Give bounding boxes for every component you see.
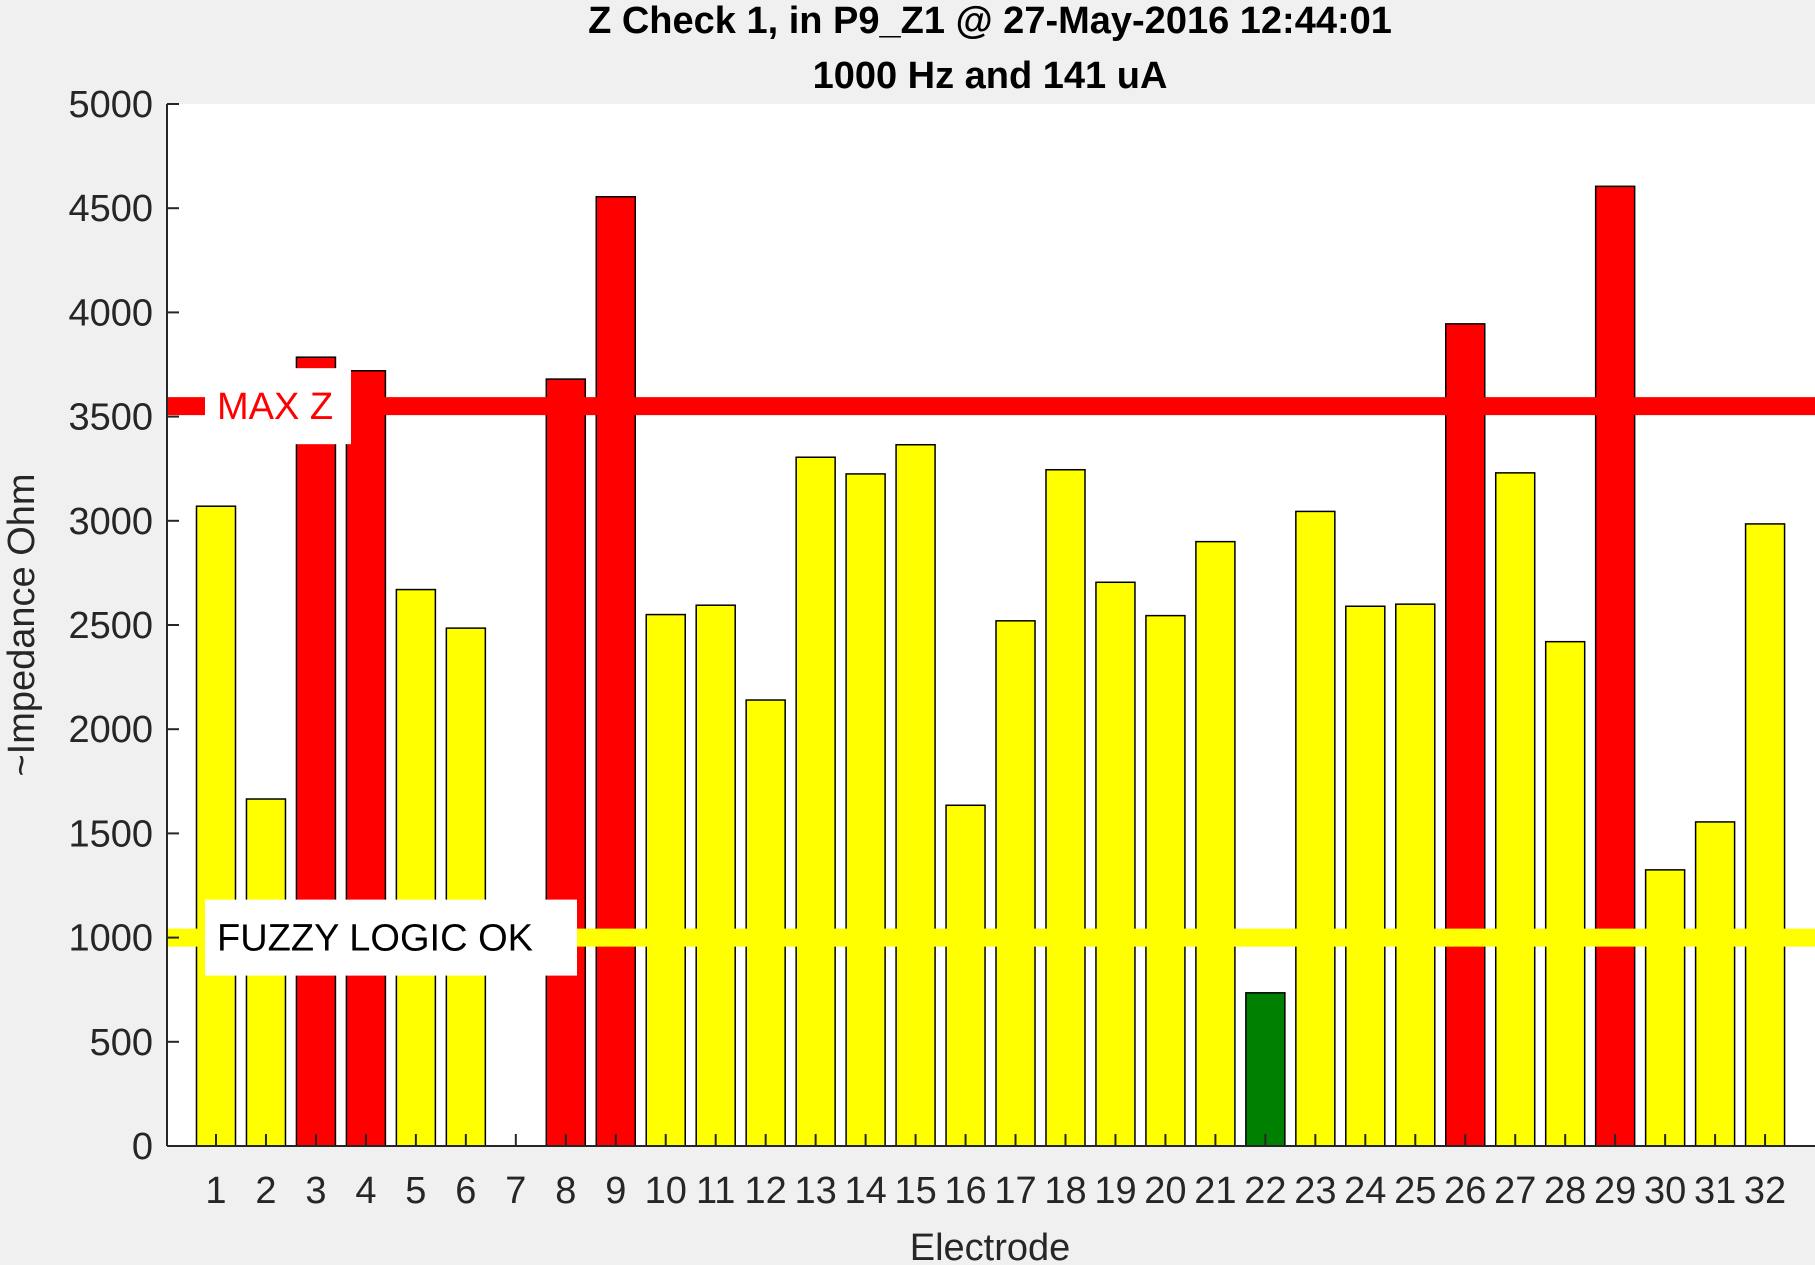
- chart-subtitle: 1000 Hz and 141 uA: [813, 55, 1168, 97]
- y-axis-label: ~Impedance Ohm: [1, 473, 43, 776]
- bar-electrode-21: [1195, 540, 1236, 1147]
- bar-electrode-23: [1295, 510, 1336, 1147]
- x-tick-label: 5: [405, 1170, 426, 1212]
- x-tick-label: 19: [1094, 1170, 1136, 1212]
- bar-electrode-28: [1544, 640, 1586, 1147]
- x-tick-label: 20: [1144, 1170, 1186, 1212]
- x-tick-label: 15: [894, 1170, 936, 1212]
- bar-electrode-31: [1694, 821, 1736, 1147]
- max-z-label-box: [205, 368, 351, 445]
- x-tick-label: 21: [1194, 1170, 1236, 1212]
- bar-electrode-29: [1594, 185, 1636, 1147]
- bar-electrode-8: [545, 378, 587, 1147]
- bar-electrode-25: [1395, 603, 1436, 1147]
- bar-electrode-10: [645, 613, 686, 1147]
- x-tick-label: 23: [1294, 1170, 1336, 1212]
- bar-electrode-26: [1445, 323, 1486, 1147]
- bar-electrode-3: [295, 356, 337, 1147]
- y-axis: 0 500 1000 1500 2000 2500 3000 3500 4000 4500 5000: [68, 84, 179, 1168]
- x-tick-label: 27: [1494, 1170, 1536, 1212]
- x-tick-label: 11: [696, 1170, 735, 1212]
- bar-electrode-17: [995, 620, 1036, 1147]
- x-tick-label: 8: [555, 1170, 576, 1212]
- bar-electrode-16: [945, 804, 986, 1147]
- x-tick-label: 31: [1694, 1170, 1736, 1212]
- x-tick-label: 13: [794, 1170, 836, 1212]
- bar-electrode-32: [1744, 523, 1786, 1147]
- x-tick-label: 18: [1044, 1170, 1086, 1212]
- bar-electrode-19: [1095, 581, 1136, 1147]
- bar-electrode-24: [1345, 605, 1386, 1147]
- y-tick-label: 2000: [68, 709, 153, 751]
- bar-electrode-11: [695, 604, 736, 1147]
- x-tick-label: 16: [944, 1170, 986, 1212]
- x-tick-label: 28: [1544, 1170, 1586, 1212]
- bar-electrode-27: [1494, 472, 1536, 1147]
- bar-electrode-5: [395, 588, 437, 1147]
- bar-electrode-12: [745, 699, 786, 1147]
- x-tick-label: 3: [305, 1170, 326, 1212]
- y-tick-label: 3500: [68, 397, 153, 439]
- x-tick-label: 32: [1744, 1170, 1786, 1212]
- chart-title: Z Check 1, in P9_Z1 @ 27-May-2016 12:44:…: [588, 0, 1392, 42]
- x-tick-label: 17: [994, 1170, 1036, 1212]
- bar-electrode-9: [595, 195, 637, 1147]
- bar-electrode-6: [445, 627, 487, 1147]
- reference-lines: MAX Z FUZZY LOGIC OK: [167, 368, 1815, 976]
- x-axis-label: Electrode: [910, 1227, 1071, 1265]
- y-tick-label: 5000: [68, 84, 153, 126]
- y-tick-label: 4500: [68, 188, 153, 230]
- bar-electrode-20: [1145, 614, 1186, 1147]
- bar-series: [195, 185, 1786, 1147]
- y-tick-label: 4000: [68, 292, 153, 334]
- x-tick-label: 12: [745, 1170, 787, 1212]
- y-tick-label: 1000: [68, 918, 153, 960]
- x-tick-label: 4: [355, 1170, 376, 1212]
- fuzzy-logic-ok-label-box: [205, 899, 577, 976]
- x-tick-label: 29: [1594, 1170, 1636, 1212]
- y-tick-label: 1500: [68, 813, 153, 855]
- x-tick-label: 30: [1644, 1170, 1686, 1212]
- x-tick-label: 9: [605, 1170, 626, 1212]
- bar-electrode-14: [845, 473, 886, 1147]
- x-tick-label: 22: [1244, 1170, 1286, 1212]
- x-tick-label: 6: [455, 1170, 476, 1212]
- x-tick-label: 10: [645, 1170, 687, 1212]
- bar-electrode-15: [895, 443, 936, 1147]
- x-tick-label: 14: [844, 1170, 886, 1212]
- x-tick-label: 24: [1344, 1170, 1386, 1212]
- y-tick-label: 0: [132, 1126, 153, 1168]
- fuzzy-logic-ok-label: FUZZY LOGIC OK: [217, 918, 533, 960]
- x-axis: 1 2 3 4 5 6 7 8 9 10 11 12 13 14 15 16 17 18 19 20 21 22 23 24 2…: [167, 1134, 1815, 1212]
- x-tick-label: 2: [255, 1170, 276, 1212]
- bar-electrode-1: [195, 505, 237, 1147]
- y-tick-label: 3000: [68, 501, 153, 543]
- y-tick-label: 500: [90, 1022, 153, 1064]
- x-tick-label: 1: [205, 1170, 226, 1212]
- bar-electrode-13: [795, 456, 836, 1147]
- bar-electrode-4: [345, 370, 387, 1147]
- x-tick-label: 25: [1394, 1170, 1436, 1212]
- x-tick-label: 26: [1444, 1170, 1486, 1212]
- max-z-label: MAX Z: [217, 386, 333, 428]
- bar-electrode-22: [1245, 992, 1286, 1147]
- x-tick-label: 7: [505, 1170, 526, 1212]
- y-tick-label: 2500: [68, 605, 153, 647]
- bar-electrode-30: [1644, 869, 1686, 1147]
- bar-electrode-18: [1045, 468, 1086, 1147]
